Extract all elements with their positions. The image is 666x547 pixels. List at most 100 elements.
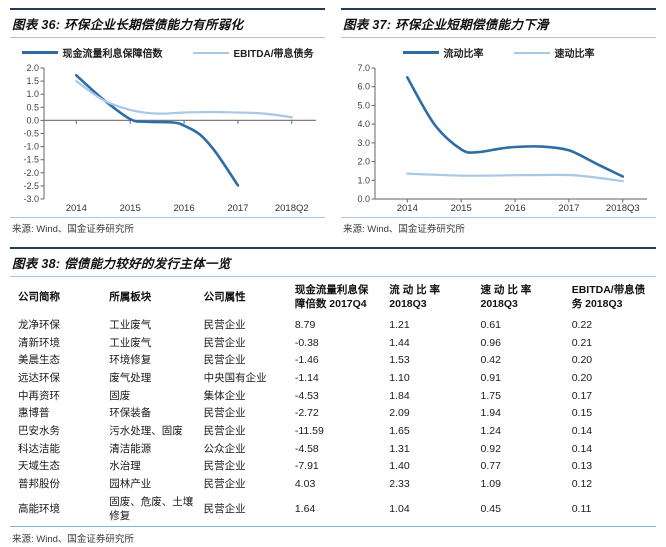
- issuers-table: 公司简称 所属板块 公司属性 现金流量利息保 障倍数 2017Q4 流 动 比 率 2018…: [10, 279, 656, 527]
- table-row: 龙净环保 工业废气 民营企业 8.79 1.21 0.61 0.22: [10, 316, 656, 334]
- figure-37-source: 来源: Wind、国金证券研究所: [341, 217, 656, 237]
- legend-item: 速动比率: [513, 45, 595, 60]
- table-cell: 2.33: [389, 478, 410, 491]
- legend-item: 流动比率: [402, 45, 484, 60]
- figure-37-title: 图表 37: 环保企业短期偿债能力下滑: [341, 8, 656, 38]
- table-cell: 工业废气: [109, 318, 152, 331]
- table-cell: 清新环境: [18, 336, 60, 349]
- figure-36: 图表 36: 环保企业长期偿债能力有所弱化 现金流量利息保障倍数 EBITDA/…: [10, 8, 325, 237]
- table-cell: 0.14: [571, 424, 593, 437]
- table-cell: 美晨生态: [18, 354, 60, 367]
- svg-text:-0.5: -0.5: [23, 129, 39, 139]
- table-cell: 1.31: [389, 442, 410, 455]
- table-cell: 民营企业: [203, 424, 246, 437]
- table-row: 高能环境 固废、危废、土壤修复 民营企业 1.64 1.04 0.45 0.11: [10, 493, 656, 526]
- table-cell: 民营企业: [203, 460, 246, 473]
- column-header: EBITDA/带息债务 2018Q3: [571, 284, 646, 311]
- table-body: 龙净环保 工业废气 民营企业 8.79 1.21 0.61 0.22 清新环境 工业废气 民营企业…: [10, 316, 656, 526]
- figure-38-title: 图表 38: 偿债能力较好的发行主体一览: [10, 247, 656, 277]
- table-cell: 集体企业: [203, 389, 246, 402]
- table-row: 科达洁能 清洁能源 公众企业 -4.58 1.31 0.92 0.14: [10, 440, 656, 458]
- svg-text:-3.0: -3.0: [23, 194, 39, 204]
- series-line-0: [406, 76, 625, 178]
- svg-text:2015: 2015: [451, 203, 472, 214]
- table-row: 惠博普 环保装备 民营企业 -2.72 2.09 1.94 0.15: [10, 405, 656, 423]
- column-header: 现金流量利息保 障倍数 2017Q4: [294, 284, 369, 311]
- table-cell: 民营企业: [203, 318, 246, 331]
- table-cell: 1.24: [480, 424, 501, 437]
- column-header: 速 动 比 率 2018Q3: [480, 284, 532, 311]
- table-cell: 公众企业: [203, 442, 246, 455]
- table-cell: 园林产业: [109, 478, 152, 491]
- svg-text:4.0: 4.0: [357, 119, 370, 129]
- figure-36-title: 图表 36: 环保企业长期偿债能力有所弱化: [10, 8, 325, 38]
- table-cell: 民营企业: [203, 478, 246, 491]
- table-cell: 1.44: [389, 336, 410, 349]
- svg-text:2017: 2017: [558, 203, 579, 214]
- table-cell: 远达环保: [18, 371, 60, 384]
- svg-text:2016: 2016: [173, 203, 194, 214]
- legend-item: 现金流量利息保障倍数: [21, 45, 163, 60]
- column-header: 所属板块: [109, 291, 152, 304]
- table-cell: 0.77: [480, 460, 501, 473]
- table-cell: 固废: [109, 389, 131, 402]
- table-cell: 工业废气: [109, 336, 152, 349]
- table-cell: 废气处理: [109, 371, 152, 384]
- table-cell: -4.53: [294, 389, 319, 402]
- y-axis: 2.0 1.5 1.0 0.5 0.0 -0.5 -1.0 -1.5 -2.0 -2.5 -3.0: [23, 63, 45, 204]
- table-cell: 4.03: [294, 478, 316, 491]
- table-cell: 1.64: [294, 503, 316, 516]
- svg-text:1.0: 1.0: [357, 175, 370, 185]
- figure-38: 图表 38: 偿债能力较好的发行主体一览 公司简称 所属板块 公司属性 现金流量利息保…: [10, 247, 656, 547]
- legend-label: EBITDA/带息债务: [233, 49, 314, 60]
- series-line-1: [406, 172, 624, 183]
- figure-38-source: 来源: Wind、国金证券研究所: [12, 533, 134, 545]
- table-cell: 中央国有企业: [203, 371, 267, 384]
- table-cell: 普邦股份: [18, 478, 60, 491]
- legend-line-swatch-light: [192, 51, 229, 54]
- x-axis: 2014 2015 2016 2017 2018Q3: [375, 198, 647, 214]
- table-cell: 固废、危废、土壤修复: [109, 495, 194, 523]
- table-cell: 1.09: [480, 478, 501, 491]
- table-cell: 0.91: [480, 371, 501, 384]
- figure-37: 图表 37: 环保企业短期偿债能力下滑 流动比率 速动比率 7.0 6.0 5.0 4…: [341, 8, 656, 237]
- svg-text:2017: 2017: [227, 203, 248, 214]
- table-cell: 2.09: [389, 407, 410, 420]
- table-cell: 民营企业: [203, 336, 246, 349]
- svg-text:1.0: 1.0: [26, 89, 39, 99]
- table-cell: 0.22: [571, 318, 593, 331]
- table-cell: 0.61: [480, 318, 501, 331]
- table-cell: 清洁能源: [109, 442, 152, 455]
- table-cell: 0.14: [571, 442, 593, 455]
- legend-label: 流动比率: [443, 49, 484, 60]
- table-cell: 科达洁能: [18, 442, 60, 455]
- table-cell: 1.04: [389, 503, 410, 516]
- table-row: 清新环境 工业废气 民营企业 -0.38 1.44 0.96 0.21: [10, 334, 656, 352]
- svg-text:2018Q3: 2018Q3: [606, 203, 640, 214]
- table-cell: 污水处理、固废: [109, 424, 183, 437]
- table-row: 普邦股份 园林产业 民营企业 4.03 2.33 1.09 0.12: [10, 476, 656, 494]
- table-cell: -1.14: [294, 371, 319, 384]
- svg-text:-2.5: -2.5: [23, 181, 39, 191]
- table-cell: 0.20: [571, 371, 593, 384]
- legend-item: EBITDA/带息债务: [192, 45, 314, 60]
- table-cell: 惠博普: [18, 407, 50, 420]
- legend-line-swatch-light: [513, 51, 550, 54]
- svg-text:0.5: 0.5: [26, 102, 39, 112]
- column-header: 公司属性: [203, 291, 246, 304]
- table-cell: 0.21: [571, 336, 593, 349]
- table-cell: 0.45: [480, 503, 501, 516]
- svg-text:2.0: 2.0: [26, 63, 39, 73]
- table-cell: 0.17: [571, 389, 593, 402]
- table-cell: -7.91: [294, 460, 319, 473]
- table-cell: 8.79: [294, 318, 316, 331]
- table-cell: 0.12: [571, 478, 593, 491]
- legend-label: 速动比率: [554, 49, 595, 60]
- table-cell: 0.92: [480, 442, 501, 455]
- series-line-0: [75, 74, 240, 187]
- table-cell: 1.75: [480, 389, 501, 402]
- svg-text:-1.0: -1.0: [23, 142, 39, 152]
- svg-text:6.0: 6.0: [357, 82, 370, 92]
- table-cell: 1.40: [389, 460, 410, 473]
